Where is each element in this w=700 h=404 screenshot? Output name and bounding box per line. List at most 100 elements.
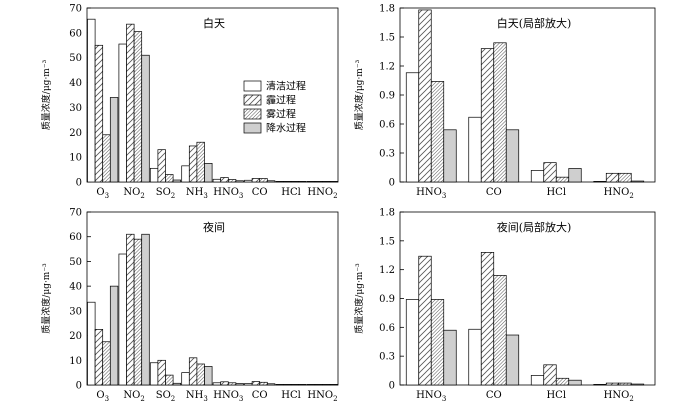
bar-CO-霾过程 — [480, 252, 495, 386]
x-tick-label: HNO3 — [416, 390, 446, 403]
x-tick-label: O3 — [96, 187, 109, 200]
y-tick-label: 0 — [76, 381, 82, 392]
y-tick-label: 0.3 — [379, 352, 395, 363]
bar-HNO2-清洁过程 — [593, 384, 607, 386]
bar-NH3-霾过程 — [188, 145, 198, 183]
chart-panel-1: 0 0.3 0.6 0.9 1.2 1.5 1.8 质量浓度/μg·m⁻³ 白天(局部放大) HN… — [353, 4, 656, 200]
bar-CO-雾过程 — [493, 275, 507, 386]
bar-HNO3-清洁过程 — [405, 72, 420, 183]
y-axis-label: 质量浓度/μg·m⁻³ — [353, 59, 365, 130]
x-tick-label: HNO2 — [307, 187, 337, 200]
bar-HNO2-降水过程 — [329, 384, 339, 386]
bar-SO2-清洁过程 — [149, 167, 159, 183]
y-tick-label: 10 — [69, 153, 82, 164]
bar-HCl-降水过程 — [298, 384, 307, 386]
bar-HCl-清洁过程 — [530, 170, 545, 183]
charts-layer: 0 10 20 30 40 50 60 70 质量浓度/μg·m⁻³ 白天 O3 NO2 SO2 NH3 H… — [40, 4, 656, 403]
bar-SO2-降水过程 — [172, 382, 182, 386]
bar-HNO2-清洁过程 — [306, 384, 316, 386]
bar-NO2-霾过程 — [126, 23, 135, 183]
bar-NO2-清洁过程 — [118, 253, 127, 386]
bar-HNO3-降水过程 — [235, 180, 244, 183]
bar-HNO2-霾过程 — [605, 382, 620, 386]
bar-HNO2-清洁过程 — [593, 181, 607, 183]
chart-panel-0: 0 10 20 30 40 50 60 70 质量浓度/μg·m⁻³ 白天 O3 NO2 SO2 NH3 H… — [40, 4, 339, 200]
bar-HNO3-霾过程 — [220, 177, 229, 183]
y-tick-label: 60 — [69, 232, 82, 243]
y-tick-label: 20 — [69, 331, 82, 342]
y-tick-label: 1.5 — [379, 236, 395, 247]
bar-HCl-雾过程 — [290, 181, 300, 183]
bar-HCl-霾过程 — [543, 162, 557, 183]
bar-HNO2-雾过程 — [618, 172, 632, 183]
chart-title: 白天 — [203, 16, 225, 30]
bar-HNO3-霾过程 — [418, 255, 432, 386]
y-tick-label: 30 — [69, 103, 82, 114]
bar-O3-清洁过程 — [87, 18, 96, 183]
bar-NO2-霾过程 — [126, 233, 135, 386]
y-tick-label: 1.8 — [379, 4, 395, 15]
bar-O3-降水过程 — [109, 97, 119, 183]
y-tick-label: 1.2 — [379, 265, 395, 276]
x-tick-label: HCl — [546, 187, 566, 198]
bar-SO2-霾过程 — [157, 359, 166, 386]
y-tick-label: 1.5 — [379, 33, 395, 44]
bar-O3-清洁过程 — [87, 301, 96, 386]
bar-NH3-霾过程 — [188, 357, 198, 386]
y-tick-label: 0.6 — [379, 323, 395, 334]
x-tick-label: NH3 — [186, 187, 208, 200]
bar-CO-霾过程 — [251, 381, 261, 386]
legend-swatch — [243, 80, 262, 92]
bar-HNO3-雾过程 — [227, 179, 237, 183]
chart-panel-3: 0 0.3 0.6 0.9 1.2 1.5 1.8 质量浓度/μg·m⁻³ 夜间(局部放大) HN… — [353, 208, 656, 403]
bar-HNO2-雾过程 — [322, 384, 331, 386]
bar-CO-雾过程 — [259, 381, 268, 386]
y-tick-label: 40 — [69, 282, 82, 293]
bar-CO-降水过程 — [505, 129, 520, 183]
bar-HCl-霾过程 — [283, 181, 292, 183]
legend-label: 清洁过程 — [266, 80, 306, 93]
bar-NH3-清洁过程 — [181, 372, 190, 386]
x-tick-label: HNO3 — [213, 390, 243, 403]
bar-CO-清洁过程 — [468, 328, 482, 386]
bar-CO-清洁过程 — [468, 116, 482, 183]
x-tick-label: HCl — [546, 390, 566, 401]
bar-HCl-降水过程 — [568, 168, 582, 183]
y-tick-label: 0.6 — [379, 120, 395, 131]
bar-HCl-雾过程 — [290, 384, 300, 386]
bar-CO-清洁过程 — [244, 179, 253, 183]
legend-swatch — [243, 122, 262, 134]
bar-NO2-降水过程 — [141, 54, 150, 183]
bar-HNO2-降水过程 — [630, 180, 645, 183]
bar-HCl-降水过程 — [298, 181, 307, 183]
x-tick-label: CO — [486, 390, 502, 401]
bar-HNO2-清洁过程 — [306, 181, 316, 183]
bar-HNO3-降水过程 — [235, 383, 244, 386]
bar-HCl-霾过程 — [543, 364, 557, 386]
legend-label: 雾过程 — [266, 108, 296, 121]
y-tick-label: 50 — [69, 53, 82, 64]
y-tick-label: 60 — [69, 28, 82, 39]
x-tick-label: NH3 — [186, 390, 208, 403]
bar-CO-雾过程 — [259, 178, 268, 183]
y-tick-label: 0 — [76, 178, 82, 189]
y-tick-label: 30 — [69, 306, 82, 317]
chart-panel-2: 0 10 20 30 40 50 60 70 质量浓度/μg·m⁻³ 夜间 O3 NO2 SO2 NH3 H… — [40, 208, 339, 403]
x-tick-label: HNO3 — [416, 187, 446, 200]
bar-HNO3-霾过程 — [220, 381, 229, 386]
y-tick-label: 0 — [389, 381, 395, 392]
bar-NO2-降水过程 — [141, 233, 150, 386]
bar-O3-霾过程 — [94, 44, 104, 183]
y-tick-label: 0 — [389, 178, 395, 189]
bar-HNO2-降水过程 — [329, 181, 339, 183]
bar-NH3-降水过程 — [204, 366, 213, 386]
legend-label: 降水过程 — [266, 122, 306, 135]
chart-title: 夜间(局部放大) — [497, 220, 572, 234]
x-tick-label: HCl — [281, 390, 301, 401]
bar-NH3-雾过程 — [196, 363, 205, 386]
x-tick-label: HCl — [281, 187, 301, 198]
y-tick-label: 40 — [69, 78, 82, 89]
bar-HNO3-清洁过程 — [212, 178, 222, 183]
y-tick-label: 20 — [69, 128, 82, 139]
